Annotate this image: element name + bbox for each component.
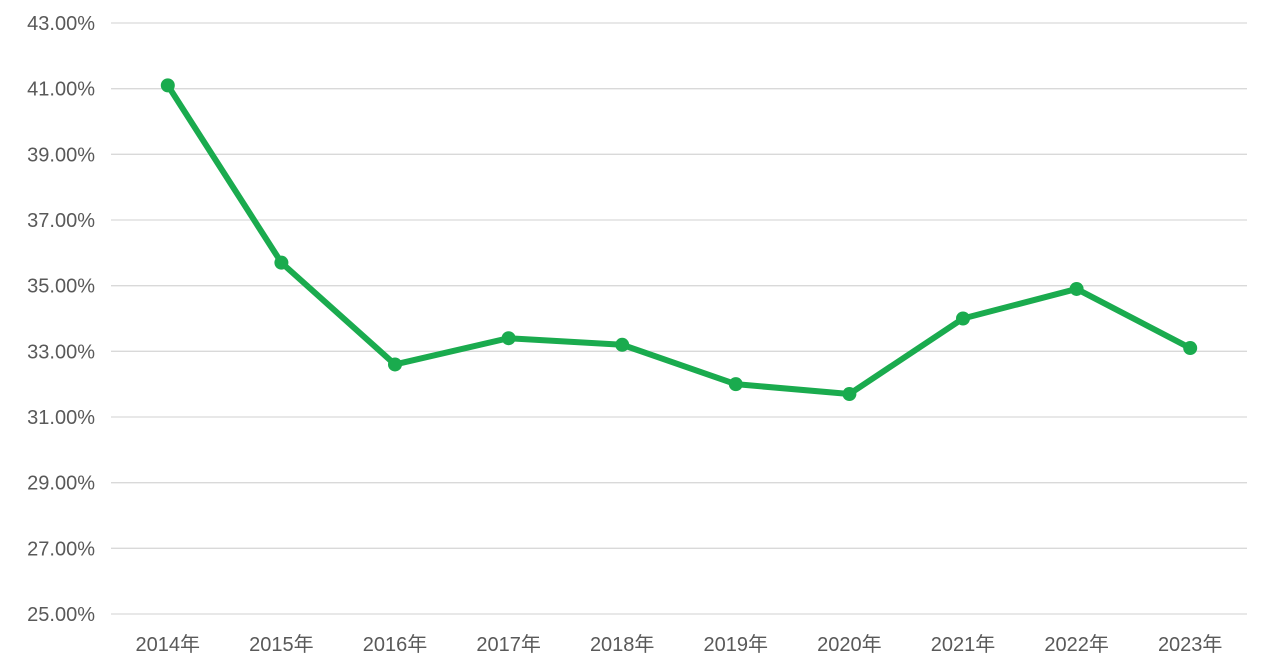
x-axis-tick-label: 2017年 [476,633,541,656]
x-axis-tick-label: 2018年 [590,633,655,656]
x-axis-tick-label: 2015年 [249,633,314,656]
x-axis-tick-label: 2019年 [704,633,769,656]
data-point-marker [728,377,743,392]
y-axis-tick-label: 43.00% [27,13,95,35]
x-axis-tick-label: 2016年 [363,633,428,656]
data-point-marker [388,357,402,372]
y-axis-tick-label: 39.00% [27,144,95,166]
data-point-marker [1069,281,1084,296]
data-point-marker [501,331,516,346]
data-point-marker [842,387,857,402]
y-axis-tick-label: 37.00% [27,210,95,232]
x-axis-tick-label: 2022年 [1044,633,1109,656]
y-axis-tick-label: 35.00% [27,276,95,298]
y-axis-tick-label: 33.00% [27,341,95,363]
data-point-marker [956,311,970,326]
y-axis-tick-label: 25.00% [27,604,95,626]
x-axis-tick-label: 2020年 [817,633,882,656]
y-axis-tick-label: 27.00% [27,538,95,560]
data-point-marker [160,78,175,93]
y-axis-tick-label: 41.00% [27,79,95,101]
x-axis-tick-label: 2014年 [136,633,201,656]
data-point-marker [1183,341,1198,356]
x-axis-tick-label: 2021年 [931,633,996,656]
y-axis-tick-label: 31.00% [27,407,95,429]
x-axis-tick-label: 2023年 [1158,633,1223,656]
data-point-marker [274,255,289,270]
data-point-marker [615,337,630,352]
data-series-line [164,82,1194,398]
y-axis-tick-label: 29.00% [27,473,95,495]
